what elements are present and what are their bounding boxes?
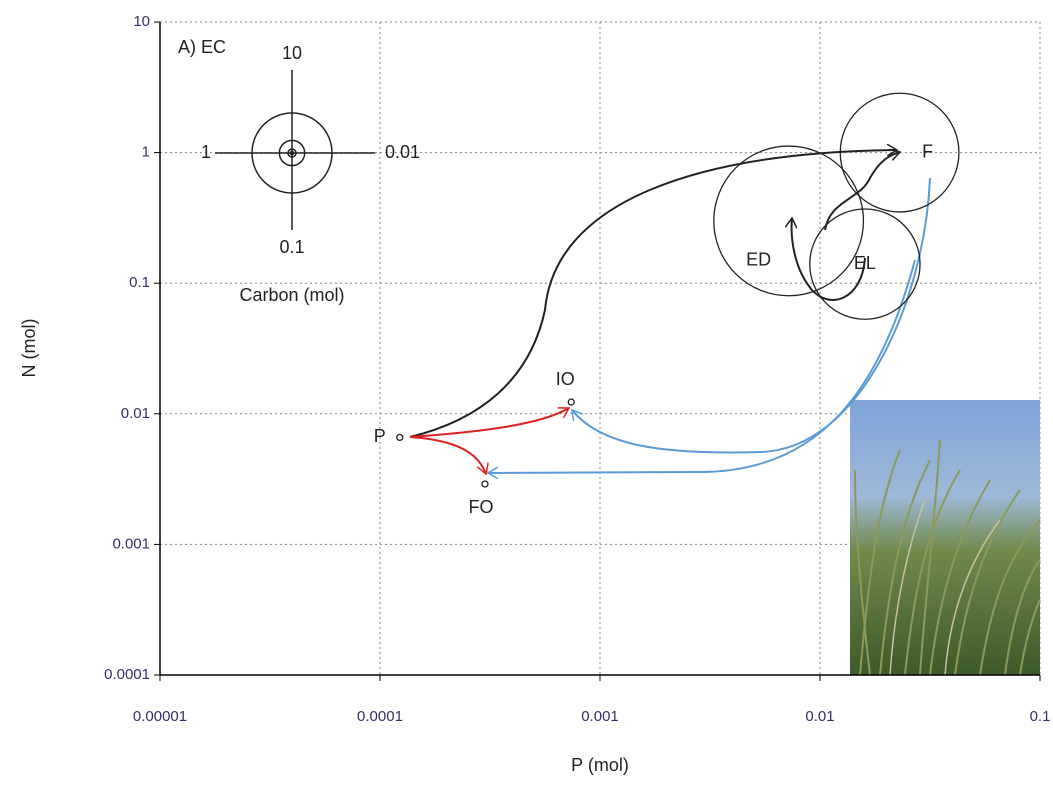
carbon-bubble	[396, 433, 404, 442]
point-label: P	[374, 426, 386, 446]
legend-size-label: 1	[201, 142, 211, 162]
y-tick-label: 0.0001	[104, 666, 150, 683]
grid	[160, 21, 1041, 675]
trajectories	[409, 150, 931, 474]
reed-photo	[850, 400, 1041, 676]
y-tick-label: 0.1	[129, 274, 150, 291]
x-tick-label: 0.00001	[133, 708, 187, 725]
x-tick-label: 0.0001	[357, 708, 403, 725]
carbon-bubble	[809, 208, 921, 320]
legend-size-label: 0.01	[385, 142, 420, 162]
legend-circle	[251, 112, 333, 194]
x-axis-title: P (mol)	[571, 755, 629, 775]
point-label: F	[922, 141, 933, 161]
point-label: EL	[854, 253, 876, 273]
legend-circle	[289, 150, 295, 156]
size-legend-title: Carbon (mol)	[239, 285, 344, 305]
carbon-bubble	[567, 398, 575, 406]
point-label: ED	[746, 250, 771, 270]
carbon-bubble	[481, 480, 489, 488]
panel-label: A) EC	[178, 37, 226, 57]
legend-circle	[278, 139, 306, 167]
legend-size-label: 0.1	[279, 237, 304, 257]
y-tick-label: 0.01	[121, 405, 150, 422]
y-tick-label: 1	[142, 144, 150, 161]
carbon-bubble	[713, 145, 865, 297]
x-tick-label: 0.001	[581, 708, 619, 725]
legend-circle	[287, 148, 297, 158]
y-tick-label: 10	[133, 13, 150, 30]
x-tick-label: 0.01	[805, 708, 834, 725]
y-axis-title: N (mol)	[19, 319, 39, 378]
point-label: FO	[468, 497, 493, 517]
carbon-bubble	[839, 92, 960, 213]
x-tick-label: 0.1	[1030, 708, 1051, 725]
legend-size-label: 10	[282, 43, 302, 63]
y-tick-label: 0.001	[112, 535, 150, 552]
point-label: IO	[556, 369, 575, 389]
